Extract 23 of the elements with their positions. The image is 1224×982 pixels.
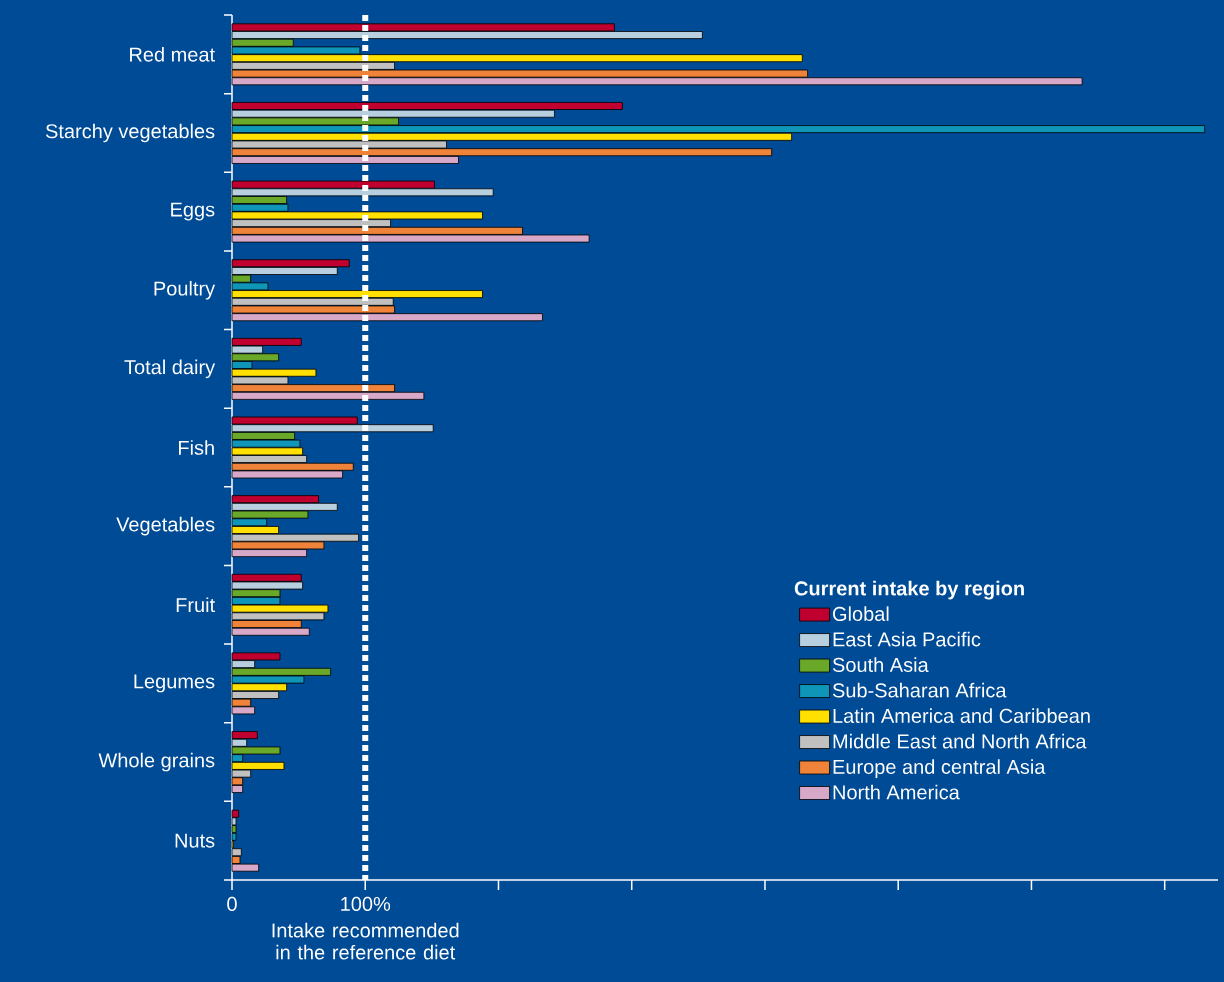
legend-label: Middle East and North Africa xyxy=(833,733,1087,749)
y-tick-label: Poultry xyxy=(154,280,216,300)
y-tick-label: Whole grains xyxy=(98,752,215,772)
legend-label: Sub-Saharan Africa xyxy=(832,682,1007,698)
legend-title: Current intake by region xyxy=(794,580,1024,600)
y-tick-label: Nuts xyxy=(175,833,215,848)
y-tick-label: Legumes xyxy=(134,674,215,693)
x-tick-label: 0 xyxy=(227,896,237,912)
y-tick-label: Red meat xyxy=(130,46,215,62)
legend-label: Europe and central Asia xyxy=(833,759,1046,778)
y-tick-label: Total dairy xyxy=(124,359,216,379)
legend-label: South Asia xyxy=(832,657,929,672)
y-tick-label: Eggs xyxy=(171,202,215,221)
y-tick-label: Vegetables xyxy=(116,516,215,536)
x-tick-label: 100% xyxy=(341,896,391,912)
legend-label: Latin America and Caribbean xyxy=(833,708,1090,723)
legend-label: East Asia Pacific xyxy=(833,631,981,647)
text: Intake recommended in the reference diet xyxy=(272,922,459,960)
y-tick-label: Fruit xyxy=(176,597,215,613)
y-tick-label: Starchy vegetables xyxy=(45,123,215,143)
legend-label: North America xyxy=(833,784,960,800)
legend-label: Global xyxy=(833,606,889,622)
y-tick-label: Fish xyxy=(179,440,214,455)
